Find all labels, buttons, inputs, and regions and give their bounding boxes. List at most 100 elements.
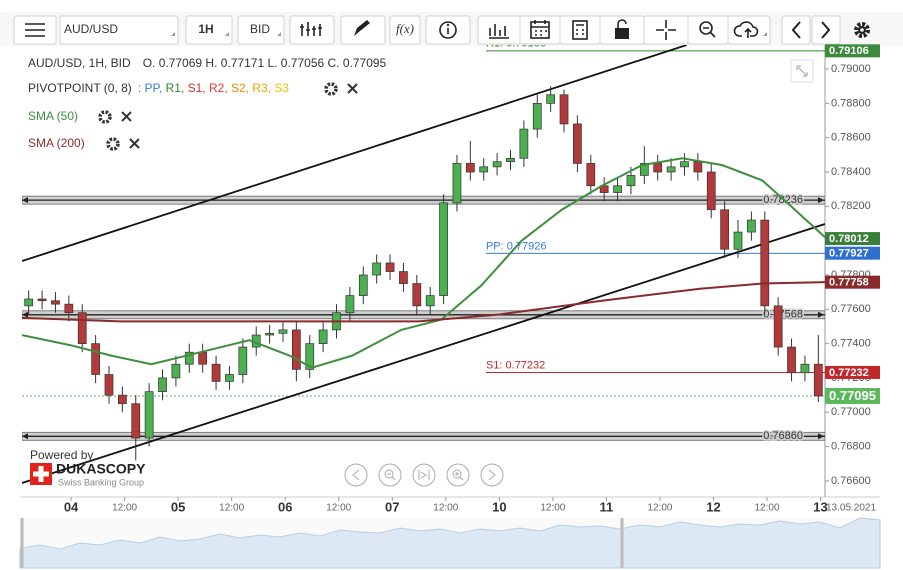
side-button[interactable]: BID [237, 15, 285, 45]
nav-fit[interactable] [412, 463, 436, 487]
pivot-label: S1: 0.77232 [486, 359, 545, 371]
menu-button[interactable] [13, 15, 57, 45]
x-tick-label: 12:00 [112, 503, 137, 514]
candle-body [760, 219, 770, 307]
y-tick-label: 0.77400 [831, 338, 871, 350]
sma50-legend: SMA (50) [28, 109, 78, 123]
lock-button[interactable] [599, 15, 645, 45]
calendar-button[interactable] [519, 15, 561, 45]
trend-line [22, 223, 825, 484]
prev-button[interactable] [781, 15, 811, 45]
candle-body [492, 161, 502, 168]
candle-body [479, 166, 489, 173]
candle-body [358, 274, 368, 296]
candle-body [265, 332, 274, 336]
nav-left[interactable] [344, 463, 368, 487]
sma200-legend: SMA (200) [28, 136, 85, 150]
candle-body [278, 329, 288, 334]
candle-body [720, 209, 729, 250]
next-button[interactable] [811, 15, 841, 45]
level-arrow-left [22, 433, 28, 440]
pivot-item: R2, [206, 81, 228, 95]
candle-body [639, 163, 649, 176]
volume-button[interactable] [477, 15, 521, 45]
price-tag-label: 0.79106 [829, 45, 869, 57]
price-tag [825, 387, 880, 404]
candle-body [37, 298, 47, 302]
y-tick-label: 0.77000 [831, 406, 871, 418]
pivot-item: S2, [228, 81, 249, 95]
settings-button[interactable] [854, 22, 870, 38]
candle-body [131, 403, 141, 439]
x-tick-label: 05 [171, 499, 185, 514]
indicator-button[interactable]: f(x) [389, 15, 421, 45]
chart-type-button[interactable] [289, 15, 335, 45]
calculator-button[interactable] [559, 15, 601, 45]
nav-zoom-out[interactable] [378, 463, 402, 487]
x-tick-label: 11 [600, 499, 614, 514]
symbol: AUD/USD [64, 22, 118, 36]
candle-body [412, 283, 422, 307]
x-tick-label: 12 [706, 499, 720, 514]
level-arrow-right [818, 197, 824, 204]
candle-body [318, 329, 328, 344]
candle-body [77, 312, 87, 344]
price-tag-label: 0.77758 [829, 277, 869, 289]
price-tag-label: 0.78012 [829, 233, 869, 245]
nav-right[interactable] [480, 463, 504, 487]
navigator [19, 517, 881, 569]
crosshair-button[interactable] [643, 15, 689, 45]
period-button[interactable]: 1H [185, 15, 233, 45]
x-tick-label: 12:00 [219, 503, 244, 514]
candle-body [573, 123, 582, 164]
candle-body [171, 363, 181, 379]
candle-body [118, 394, 127, 405]
maximize-button[interactable] [790, 59, 814, 83]
candle-body [64, 303, 74, 314]
candle-body [184, 351, 194, 365]
pivot-item: R1, [162, 81, 184, 95]
draw-button[interactable] [340, 15, 386, 45]
candle-body [399, 271, 408, 284]
level-arrow-left [22, 311, 28, 318]
y-tick-label: 0.76600 [831, 475, 871, 487]
pivot-controls[interactable] [324, 82, 358, 96]
level-arrow-right [818, 311, 824, 318]
x-tick-label: 13 [813, 499, 827, 514]
cloud-button[interactable] [727, 15, 771, 45]
sma200-controls[interactable] [106, 137, 140, 151]
candle-body [586, 163, 596, 187]
candle-body [787, 346, 796, 374]
sma50-controls[interactable] [98, 110, 132, 124]
symbol-input[interactable]: AUD/USD [59, 15, 179, 45]
price-tag [825, 44, 880, 58]
candle-body [747, 219, 756, 233]
level-arrow-right [818, 433, 824, 440]
candle-body [425, 295, 435, 307]
candle-body [91, 343, 100, 375]
price-tag-label: 0.77232 [829, 367, 869, 379]
candle-body [706, 171, 716, 211]
price-tag [825, 275, 880, 289]
candle-body [158, 377, 167, 393]
level-label: 0.76860 [763, 430, 803, 442]
candle-body [519, 128, 529, 159]
pivot-legend: PIVOTPOINT (0, 8): PP, R1, S1, R2, S2, R… [28, 81, 289, 95]
info-button[interactable] [425, 15, 471, 45]
zoom-button[interactable] [687, 15, 729, 45]
candle-body [613, 185, 622, 193]
side: BID [250, 22, 270, 36]
info-line: AUD/USD, 1H, BID O. 0.77069 H. 0.77171 L.… [28, 56, 387, 70]
navigator-area [19, 517, 881, 569]
brand-name: DUKASCOPY [56, 461, 146, 477]
level-arrow-left [22, 197, 28, 204]
candle-body [238, 346, 248, 375]
y-tick-label: 0.79000 [831, 63, 871, 75]
pivot-item: R3, [249, 81, 271, 95]
price-tag-label: 0.77927 [829, 248, 869, 260]
candle-body [385, 262, 395, 272]
x-tick-label: 12:00 [540, 503, 565, 514]
nav-zoom-in[interactable] [446, 463, 470, 487]
